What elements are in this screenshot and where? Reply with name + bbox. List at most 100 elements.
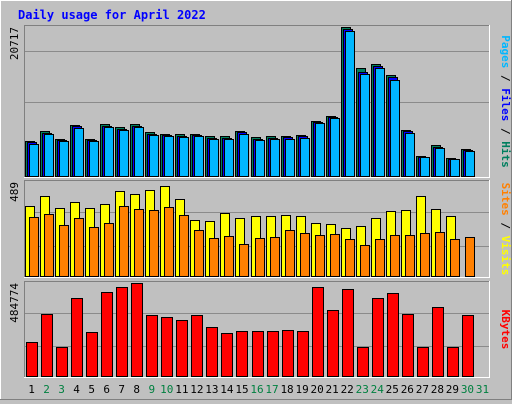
bar-kbytes-day-30 (462, 315, 474, 377)
day-label: 16 (250, 383, 263, 396)
bar-pages-day-9 (149, 135, 159, 177)
bar-pages-day-15 (239, 134, 249, 177)
legend-entry: Pages (499, 35, 512, 68)
day-label: 18 (280, 383, 293, 396)
bar-kbytes-day-9 (146, 315, 158, 377)
day-label: 30 (461, 383, 474, 396)
bar-pages-day-1 (29, 144, 39, 177)
bar-sites-day-12 (194, 230, 204, 277)
bar-pages-day-14 (224, 139, 234, 177)
bar-sites-day-7 (119, 206, 129, 277)
bar-sites-day-4 (74, 218, 84, 277)
day-label: 7 (118, 383, 125, 396)
bar-kbytes-day-21 (327, 310, 339, 377)
bar-sites-day-25 (390, 235, 400, 277)
bar-sites-day-13 (209, 238, 219, 277)
bar-pages-day-11 (179, 137, 189, 177)
bar-sites-day-26 (405, 235, 415, 277)
bar-sites-day-27 (420, 233, 430, 277)
bar-sites-day-9 (149, 210, 159, 277)
legend-entry: / (499, 121, 512, 141)
bar-kbytes-day-18 (282, 330, 294, 377)
bar-sites-day-11 (179, 215, 189, 277)
bar-kbytes-day-16 (252, 331, 264, 377)
bar-sites-day-30 (465, 237, 475, 277)
bar-sites-day-2 (44, 214, 54, 277)
bar-pages-day-7 (119, 130, 129, 177)
x-axis-day-labels: 1 2 3 4 5 6 7 8 9 10 11 12 13 14 15 16 17 18 19 20 21 22 23 24 2… (28, 383, 489, 396)
bar-kbytes-day-8 (131, 283, 143, 377)
bar-sites-day-3 (59, 225, 69, 277)
bar-kbytes-day-20 (312, 287, 324, 377)
bar-kbytes-day-22 (342, 289, 354, 377)
day-label: 5 (88, 383, 95, 396)
bar-sites-day-10 (164, 207, 174, 277)
panel-visits-sites: 489 Sites / Visits (8, 180, 512, 278)
bar-sites-day-29 (450, 239, 460, 277)
bar-pages-day-30 (465, 151, 475, 177)
bar-pages-day-16 (255, 140, 265, 177)
bar-pages-day-26 (405, 133, 415, 177)
bar-sites-day-1 (29, 217, 39, 277)
bar-pages-day-29 (450, 159, 460, 177)
day-label: 22 (341, 383, 354, 396)
day-label: 25 (386, 383, 399, 396)
day-label: 24 (371, 383, 385, 396)
bar-kbytes-day-11 (176, 320, 188, 377)
day-label: 10 (160, 383, 173, 396)
bar-pages-day-20 (315, 123, 325, 177)
day-label: 29 (446, 383, 459, 396)
bar-kbytes-day-17 (267, 331, 279, 377)
bar-pages-day-19 (300, 138, 310, 177)
panel-hits-files-pages: 20717 Pages / Files / Hits (8, 25, 512, 178)
legend-kbytes: KBytes (499, 310, 512, 350)
bar-pages-day-2 (44, 134, 54, 177)
day-label: 31 (476, 383, 489, 396)
bar-kbytes-day-3 (56, 347, 68, 377)
day-label: 19 (295, 383, 308, 396)
bar-kbytes-day-7 (116, 287, 128, 377)
y-max-label: 20717 (8, 27, 21, 60)
legend-entry: Hits (499, 141, 512, 168)
bar-sites-day-18 (285, 230, 295, 277)
bar-pages-day-23 (360, 74, 370, 177)
day-label: 23 (356, 383, 369, 396)
bar-pages-day-3 (59, 141, 69, 177)
bar-pages-day-12 (194, 136, 204, 177)
legend-entry: KBytes (499, 310, 512, 350)
bar-sites-day-28 (435, 232, 445, 277)
bar-sites-day-17 (270, 237, 280, 277)
bar-sites-day-22 (345, 239, 355, 277)
bar-pages-day-24 (375, 68, 385, 177)
bar-kbytes-day-26 (402, 314, 414, 377)
day-label: 11 (175, 383, 188, 396)
bar-kbytes-day-5 (86, 332, 98, 377)
legend-entry: / (499, 216, 512, 236)
bar-sites-day-24 (375, 239, 385, 277)
bar-kbytes-day-4 (71, 298, 83, 377)
bar-kbytes-day-14 (221, 333, 233, 377)
bar-sites-day-8 (134, 209, 144, 277)
day-label: 8 (133, 383, 140, 396)
bar-kbytes-day-6 (101, 292, 113, 377)
legend-visits-sites: Sites / Visits (499, 183, 512, 276)
bar-kbytes-day-28 (432, 307, 444, 377)
day-label: 21 (326, 383, 339, 396)
bar-kbytes-day-19 (297, 331, 309, 377)
bar-pages-day-22 (345, 31, 355, 177)
bar-kbytes-day-25 (387, 293, 399, 377)
day-label: 4 (73, 383, 80, 396)
bar-sites-day-21 (330, 234, 340, 277)
bar-sites-day-15 (239, 244, 249, 277)
day-label: 12 (190, 383, 203, 396)
bar-sites-day-23 (360, 245, 370, 277)
bar-sites-day-14 (224, 236, 234, 277)
bar-pages-day-27 (420, 157, 430, 177)
legend-entry: Sites (499, 183, 512, 216)
bar-kbytes-day-12 (191, 315, 203, 377)
bar-pages-day-10 (164, 136, 174, 177)
chart-panels: 20717 Pages / Files / Hits 489 Sites / Visi… (8, 25, 512, 378)
bar-sites-day-6 (104, 223, 114, 277)
bar-pages-day-17 (270, 139, 280, 177)
bar-pages-day-21 (330, 118, 340, 177)
